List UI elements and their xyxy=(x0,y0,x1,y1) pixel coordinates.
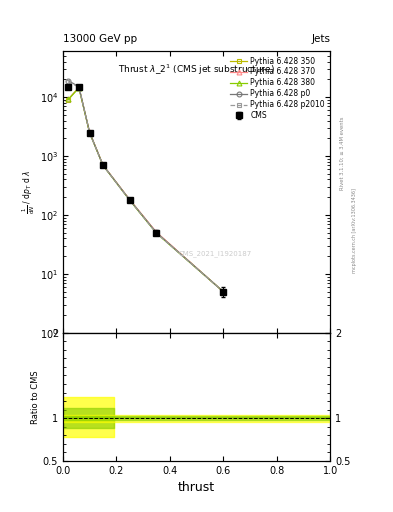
Pythia 6.428 380 xyxy=(127,197,132,203)
X-axis label: thrust: thrust xyxy=(178,481,215,494)
Pythia 6.428 350 xyxy=(101,162,105,168)
Pythia 6.428 p0 xyxy=(127,197,132,203)
Pythia 6.428 p2010 xyxy=(127,197,132,203)
Pythia 6.428 p0 xyxy=(87,130,92,136)
Pythia 6.428 350 xyxy=(77,84,81,91)
Pythia 6.428 380 xyxy=(101,162,105,168)
Pythia 6.428 p0 xyxy=(66,77,71,83)
Pythia 6.428 380 xyxy=(87,130,92,136)
Pythia 6.428 380 xyxy=(77,84,81,91)
Pythia 6.428 350 xyxy=(221,289,226,295)
Pythia 6.428 p2010 xyxy=(77,84,81,90)
Pythia 6.428 350 xyxy=(127,197,132,203)
Text: mcplots.cern.ch [arXiv:1306.3436]: mcplots.cern.ch [arXiv:1306.3436] xyxy=(352,188,357,273)
Pythia 6.428 p0 xyxy=(154,229,159,236)
Line: Pythia 6.428 p2010: Pythia 6.428 p2010 xyxy=(66,79,226,294)
Pythia 6.428 350 xyxy=(154,229,159,236)
Legend: Pythia 6.428 350, Pythia 6.428 370, Pythia 6.428 380, Pythia 6.428 p0, Pythia 6.: Pythia 6.428 350, Pythia 6.428 370, Pyth… xyxy=(229,55,326,122)
Pythia 6.428 370 xyxy=(101,162,105,168)
Pythia 6.428 p2010 xyxy=(66,79,71,85)
Pythia 6.428 370 xyxy=(66,96,71,102)
Line: Pythia 6.428 370: Pythia 6.428 370 xyxy=(66,85,226,294)
Line: Pythia 6.428 380: Pythia 6.428 380 xyxy=(66,86,226,294)
Pythia 6.428 p0 xyxy=(221,289,226,295)
Line: Pythia 6.428 p0: Pythia 6.428 p0 xyxy=(66,78,226,294)
Pythia 6.428 380 xyxy=(221,289,226,295)
Pythia 6.428 370 xyxy=(127,197,132,203)
Pythia 6.428 p0 xyxy=(101,162,105,168)
Line: Pythia 6.428 350: Pythia 6.428 350 xyxy=(66,85,226,294)
Pythia 6.428 370 xyxy=(154,229,159,235)
Y-axis label: Ratio to CMS: Ratio to CMS xyxy=(31,370,40,423)
Text: CMS_2021_I1920187: CMS_2021_I1920187 xyxy=(178,250,252,258)
Text: Rivet 3.1.10; ≥ 3.4M events: Rivet 3.1.10; ≥ 3.4M events xyxy=(340,117,345,190)
Pythia 6.428 370 xyxy=(77,84,81,91)
Pythia 6.428 380 xyxy=(66,96,71,102)
Text: Jets: Jets xyxy=(311,33,330,44)
Text: Thrust $\lambda\_2^1$ (CMS jet substructure): Thrust $\lambda\_2^1$ (CMS jet substruct… xyxy=(118,62,275,77)
Pythia 6.428 370 xyxy=(221,289,226,295)
Pythia 6.428 p2010 xyxy=(87,130,92,136)
Pythia 6.428 380 xyxy=(154,230,159,236)
Text: 13000 GeV pp: 13000 GeV pp xyxy=(63,33,137,44)
Pythia 6.428 350 xyxy=(87,130,92,136)
Pythia 6.428 370 xyxy=(87,129,92,135)
Pythia 6.428 350 xyxy=(66,97,71,103)
Pythia 6.428 p2010 xyxy=(101,162,105,168)
Pythia 6.428 p2010 xyxy=(154,230,159,236)
Pythia 6.428 p0 xyxy=(77,83,81,90)
Pythia 6.428 p2010 xyxy=(221,289,226,295)
Y-axis label: $\frac{1}{\mathrm{d}N}$ / $\mathrm{d}p_T$ $\mathrm{d}$ $\lambda$: $\frac{1}{\mathrm{d}N}$ / $\mathrm{d}p_T… xyxy=(20,170,37,214)
